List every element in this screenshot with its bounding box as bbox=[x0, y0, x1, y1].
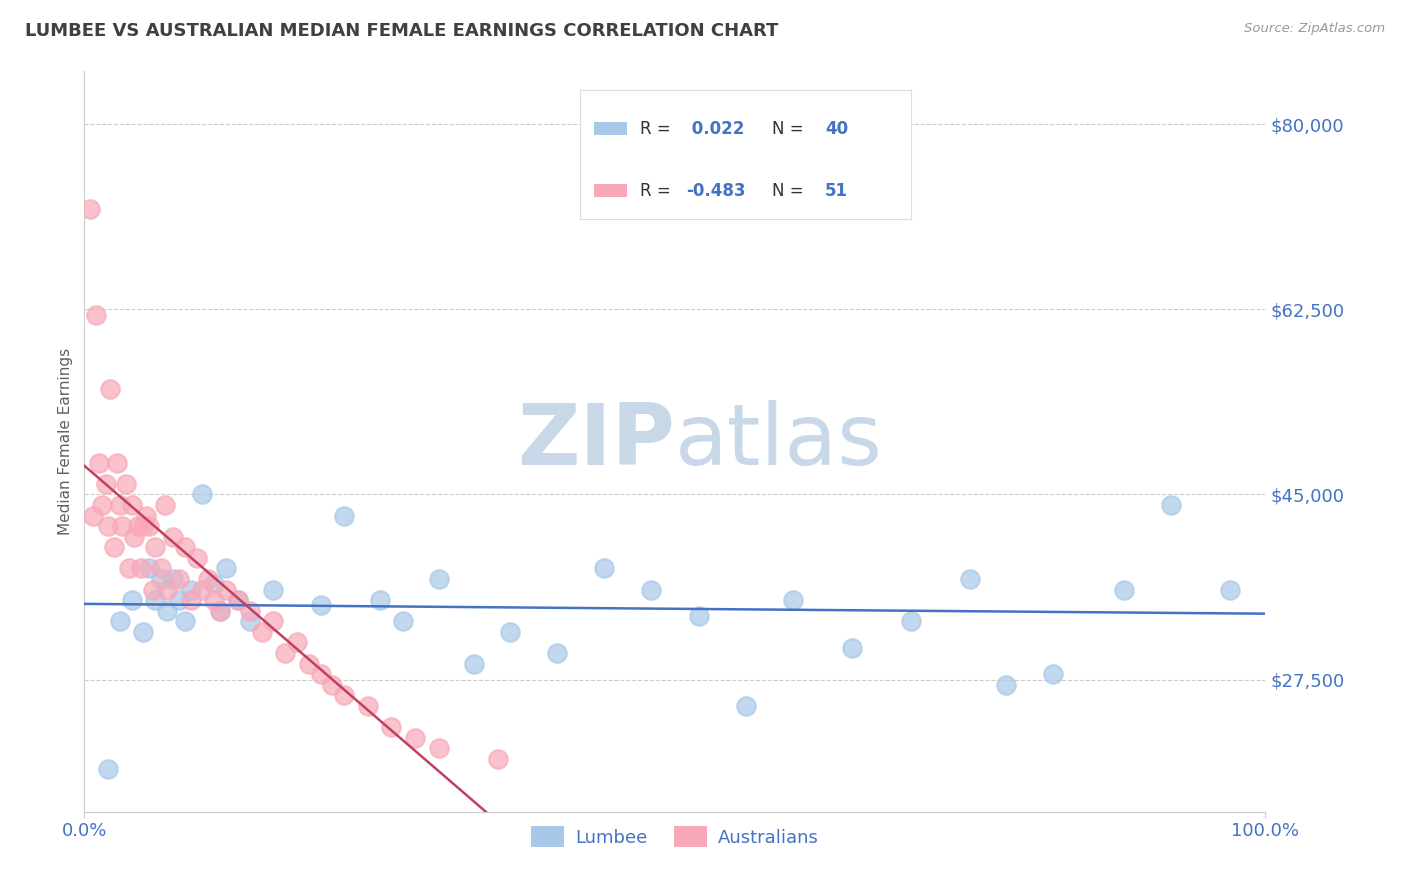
Point bbox=[167, 593, 190, 607]
Point bbox=[262, 582, 284, 597]
Point bbox=[994, 678, 1017, 692]
Point bbox=[82, 508, 104, 523]
Point bbox=[97, 763, 120, 777]
Point bbox=[180, 593, 202, 607]
Point bbox=[309, 599, 332, 613]
Point bbox=[108, 498, 131, 512]
Point bbox=[118, 561, 141, 575]
Point bbox=[143, 541, 166, 555]
Y-axis label: Median Female Earnings: Median Female Earnings bbox=[58, 348, 73, 535]
Point bbox=[226, 593, 249, 607]
Point bbox=[209, 604, 232, 618]
Point bbox=[463, 657, 485, 671]
Point bbox=[173, 541, 195, 555]
Point bbox=[239, 604, 262, 618]
Point bbox=[191, 487, 214, 501]
Point bbox=[87, 456, 110, 470]
Point bbox=[734, 698, 756, 713]
Point bbox=[150, 561, 173, 575]
Point bbox=[197, 572, 219, 586]
Point bbox=[357, 698, 380, 713]
Point bbox=[959, 572, 981, 586]
Point bbox=[91, 498, 114, 512]
Legend: Lumbee, Australians: Lumbee, Australians bbox=[524, 819, 825, 855]
Point bbox=[150, 572, 173, 586]
Point bbox=[97, 519, 120, 533]
Point bbox=[427, 741, 450, 756]
Point bbox=[202, 593, 225, 607]
Point bbox=[162, 530, 184, 544]
Point bbox=[239, 615, 262, 629]
Point bbox=[1112, 582, 1135, 597]
Point bbox=[209, 604, 232, 618]
Point bbox=[108, 615, 131, 629]
Point bbox=[486, 752, 509, 766]
Point bbox=[202, 577, 225, 591]
Text: ZIP: ZIP bbox=[517, 400, 675, 483]
Point bbox=[127, 519, 149, 533]
Point bbox=[333, 508, 356, 523]
Point bbox=[156, 582, 179, 597]
Point bbox=[186, 550, 208, 565]
Point bbox=[333, 689, 356, 703]
Point bbox=[1160, 498, 1182, 512]
Point bbox=[129, 561, 152, 575]
Point bbox=[215, 582, 238, 597]
Point bbox=[688, 609, 710, 624]
Text: atlas: atlas bbox=[675, 400, 883, 483]
Point bbox=[191, 582, 214, 597]
Point bbox=[138, 519, 160, 533]
Point bbox=[274, 646, 297, 660]
Point bbox=[94, 476, 117, 491]
Point bbox=[143, 593, 166, 607]
Point bbox=[138, 561, 160, 575]
Point bbox=[1042, 667, 1064, 681]
Point bbox=[298, 657, 321, 671]
Point bbox=[427, 572, 450, 586]
Point bbox=[546, 646, 568, 660]
Point bbox=[309, 667, 332, 681]
Point bbox=[900, 615, 922, 629]
Point bbox=[321, 678, 343, 692]
Point bbox=[107, 456, 129, 470]
Point bbox=[153, 498, 176, 512]
Point bbox=[380, 720, 402, 734]
Point bbox=[121, 593, 143, 607]
Point bbox=[180, 582, 202, 597]
Point bbox=[593, 561, 616, 575]
Point bbox=[262, 615, 284, 629]
Point bbox=[215, 561, 238, 575]
Point bbox=[111, 519, 134, 533]
Point bbox=[103, 541, 125, 555]
Point bbox=[250, 624, 273, 639]
Point bbox=[841, 640, 863, 655]
Point bbox=[114, 476, 136, 491]
Point bbox=[404, 731, 426, 745]
Point bbox=[173, 615, 195, 629]
Point bbox=[162, 572, 184, 586]
Point bbox=[142, 582, 165, 597]
Point bbox=[122, 530, 145, 544]
Point bbox=[79, 202, 101, 216]
Point bbox=[84, 308, 107, 322]
Point bbox=[782, 593, 804, 607]
Point bbox=[368, 593, 391, 607]
Point bbox=[167, 572, 190, 586]
Point bbox=[132, 624, 155, 639]
Point bbox=[498, 624, 520, 639]
Text: LUMBEE VS AUSTRALIAN MEDIAN FEMALE EARNINGS CORRELATION CHART: LUMBEE VS AUSTRALIAN MEDIAN FEMALE EARNI… bbox=[25, 22, 779, 40]
Point bbox=[98, 382, 121, 396]
Point bbox=[156, 604, 179, 618]
Point bbox=[132, 519, 155, 533]
Point bbox=[226, 593, 249, 607]
Point bbox=[135, 508, 157, 523]
Point bbox=[121, 498, 143, 512]
Point bbox=[1219, 582, 1241, 597]
Point bbox=[640, 582, 662, 597]
Point bbox=[285, 635, 308, 649]
Point bbox=[392, 615, 415, 629]
Text: Source: ZipAtlas.com: Source: ZipAtlas.com bbox=[1244, 22, 1385, 36]
